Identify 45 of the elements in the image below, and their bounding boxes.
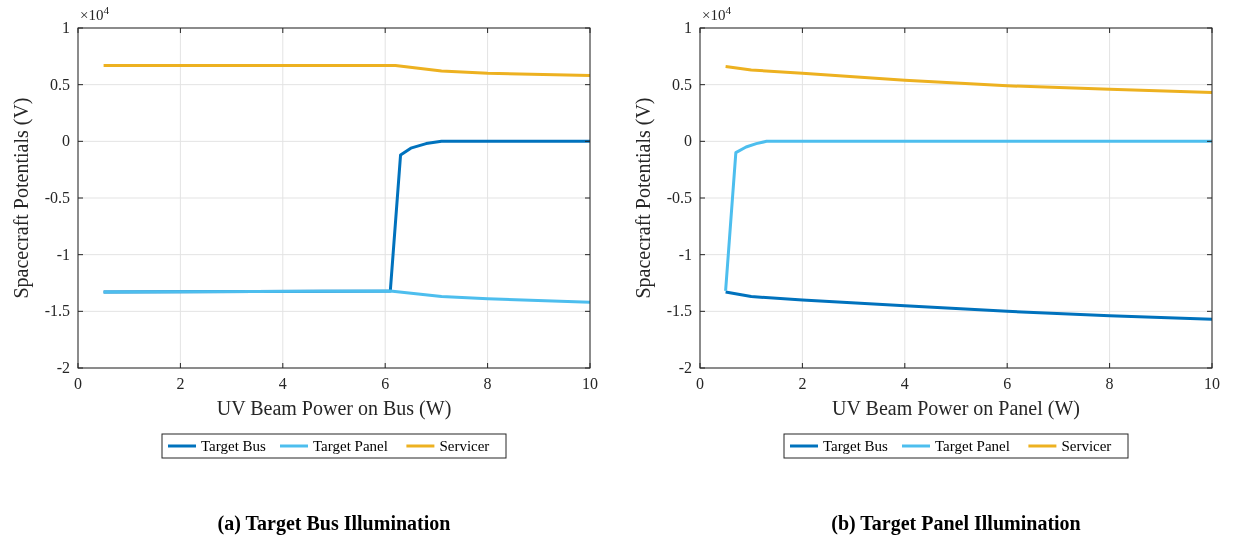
line-series [102,289,590,304]
x-tick-label: 4 [278,375,287,392]
legend-label: Servicer [439,438,490,454]
x-tick-label: 6 [1003,375,1012,392]
x-tick-label: 8 [483,375,492,392]
y-tick-label: -0.5 [666,189,692,206]
x-tick-label: 2 [176,375,185,392]
legend-label: Target Panel [935,438,1010,454]
y-tick-label: 1 [62,19,70,36]
x-axis-title: UV Beam Power on Bus (W) [216,397,452,420]
x-axis-title: UV Beam Power on Panel (W) [832,397,1080,420]
legend-label: Servicer [1061,438,1112,454]
y-axis-title: Spacecraft Potentials (V) [632,97,655,299]
x-tick-label: 10 [1204,375,1220,392]
line-series [724,139,1212,293]
y-tick-label: 0.5 [672,75,692,93]
x-tick-label: 0 [696,375,704,392]
line-series [724,290,1212,321]
y-axis-title: Spacecraft Potentials (V) [10,97,33,299]
line-series [102,63,590,78]
x-tick-label: 10 [582,375,598,392]
legend-label: Target Panel [313,438,388,454]
text: ×10$^{4}$ [80,4,110,23]
x-tick-label: 4 [900,375,909,392]
x-tick-label: 2 [798,375,807,392]
y-tick-label: 0 [62,132,70,150]
y-tick-label: 0.5 [50,75,70,93]
x-tick-label: 0 [74,375,82,392]
text: ×10$^{4}$ [702,4,732,23]
legend-label: Target Bus [823,438,889,454]
y-tick-label: 0 [684,132,692,150]
x-tick-label: 8 [1105,375,1114,392]
x-tick-label: 6 [381,375,390,392]
line-series [724,65,1212,95]
y-tick-label: -1.5 [666,302,692,320]
y-tick-label: -0.5 [44,189,70,206]
legend-label: Target Bus [201,438,267,454]
text: (a) Target Bus Illumination [217,512,451,535]
y-tick-label: 1 [684,19,692,36]
y-tick-label: -1 [56,245,70,263]
y-tick-label: -1.5 [44,302,70,320]
text: (b) Target Panel Illumination [831,512,1081,535]
y-tick-label: -2 [678,359,692,376]
y-tick-label: -1 [678,245,692,263]
y-tick-label: -2 [56,359,70,376]
